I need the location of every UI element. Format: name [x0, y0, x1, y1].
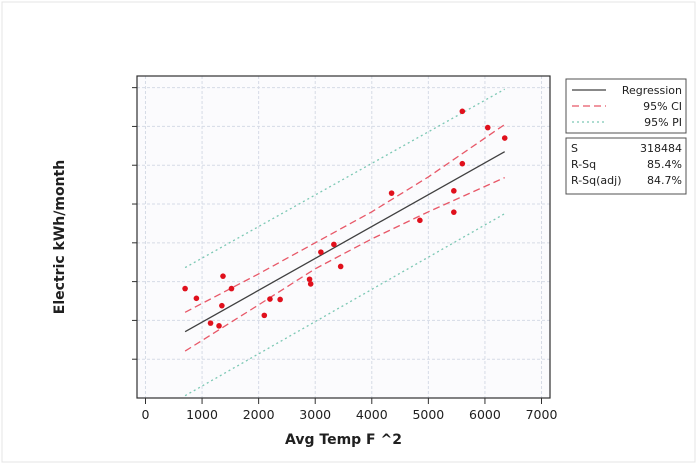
data-point-21 [484, 124, 491, 131]
data-point-7 [261, 312, 268, 319]
plot-border [136, 75, 551, 399]
data-point-3 [216, 323, 222, 329]
data-point-11 [307, 281, 314, 287]
data-point-13 [331, 241, 337, 248]
stats-label-0: S [571, 142, 578, 155]
data-point-5 [220, 273, 226, 279]
x-tick-label-2: 2000 [243, 407, 275, 422]
data-point-20 [459, 108, 466, 115]
stats-value-1: 85.4% [647, 158, 682, 171]
data-point-1 [193, 295, 200, 302]
regression-line [184, 151, 506, 333]
stats-box [565, 137, 687, 195]
data-point-4 [219, 302, 225, 309]
data-point-15 [388, 190, 395, 196]
y-axis-label: Electric kWh/month [52, 160, 68, 314]
data-point-17 [451, 188, 457, 194]
data-point-18 [451, 209, 457, 215]
data-point-0 [182, 285, 188, 292]
x-tick-label-3: 3000 [299, 407, 331, 422]
data-point-8 [267, 296, 273, 302]
data-point-9 [277, 296, 283, 303]
x-tick-label-6: 6000 [469, 407, 501, 422]
data-point-22 [501, 135, 508, 141]
data-point-6 [228, 285, 235, 292]
data-point-10 [306, 276, 313, 283]
plot-area [137, 76, 550, 398]
pi-upper-line [184, 88, 506, 269]
x-axis-label: Avg Temp F ^2 [285, 432, 402, 448]
ci-lower-line [184, 177, 505, 352]
x-tick-label-1: 1000 [186, 407, 218, 422]
ci-upper-line [184, 123, 506, 313]
data-point-2 [207, 320, 214, 326]
stats-value-0: 318484 [640, 142, 682, 155]
x-tick-label-4: 4000 [356, 407, 388, 422]
x-tick-label-0: 0 [142, 407, 150, 422]
legend-label-0: Regression [622, 84, 682, 97]
stats-value-2: 84.7% [647, 174, 682, 187]
legend-label-1: 95% CI [643, 100, 682, 113]
pi-lower-line [184, 213, 506, 397]
data-point-12 [318, 249, 324, 255]
x-tick-label-5: 5000 [412, 407, 444, 422]
x-tick-label-7: 7000 [526, 407, 558, 422]
stats-label-2: R-Sq(adj) [571, 174, 622, 187]
data-point-19 [459, 160, 466, 167]
legend-label-2: 95% PI [644, 116, 682, 129]
legend-box [565, 78, 687, 134]
stats-label-1: R-Sq [571, 158, 596, 171]
data-point-16 [417, 217, 423, 224]
data-point-14 [337, 263, 344, 270]
